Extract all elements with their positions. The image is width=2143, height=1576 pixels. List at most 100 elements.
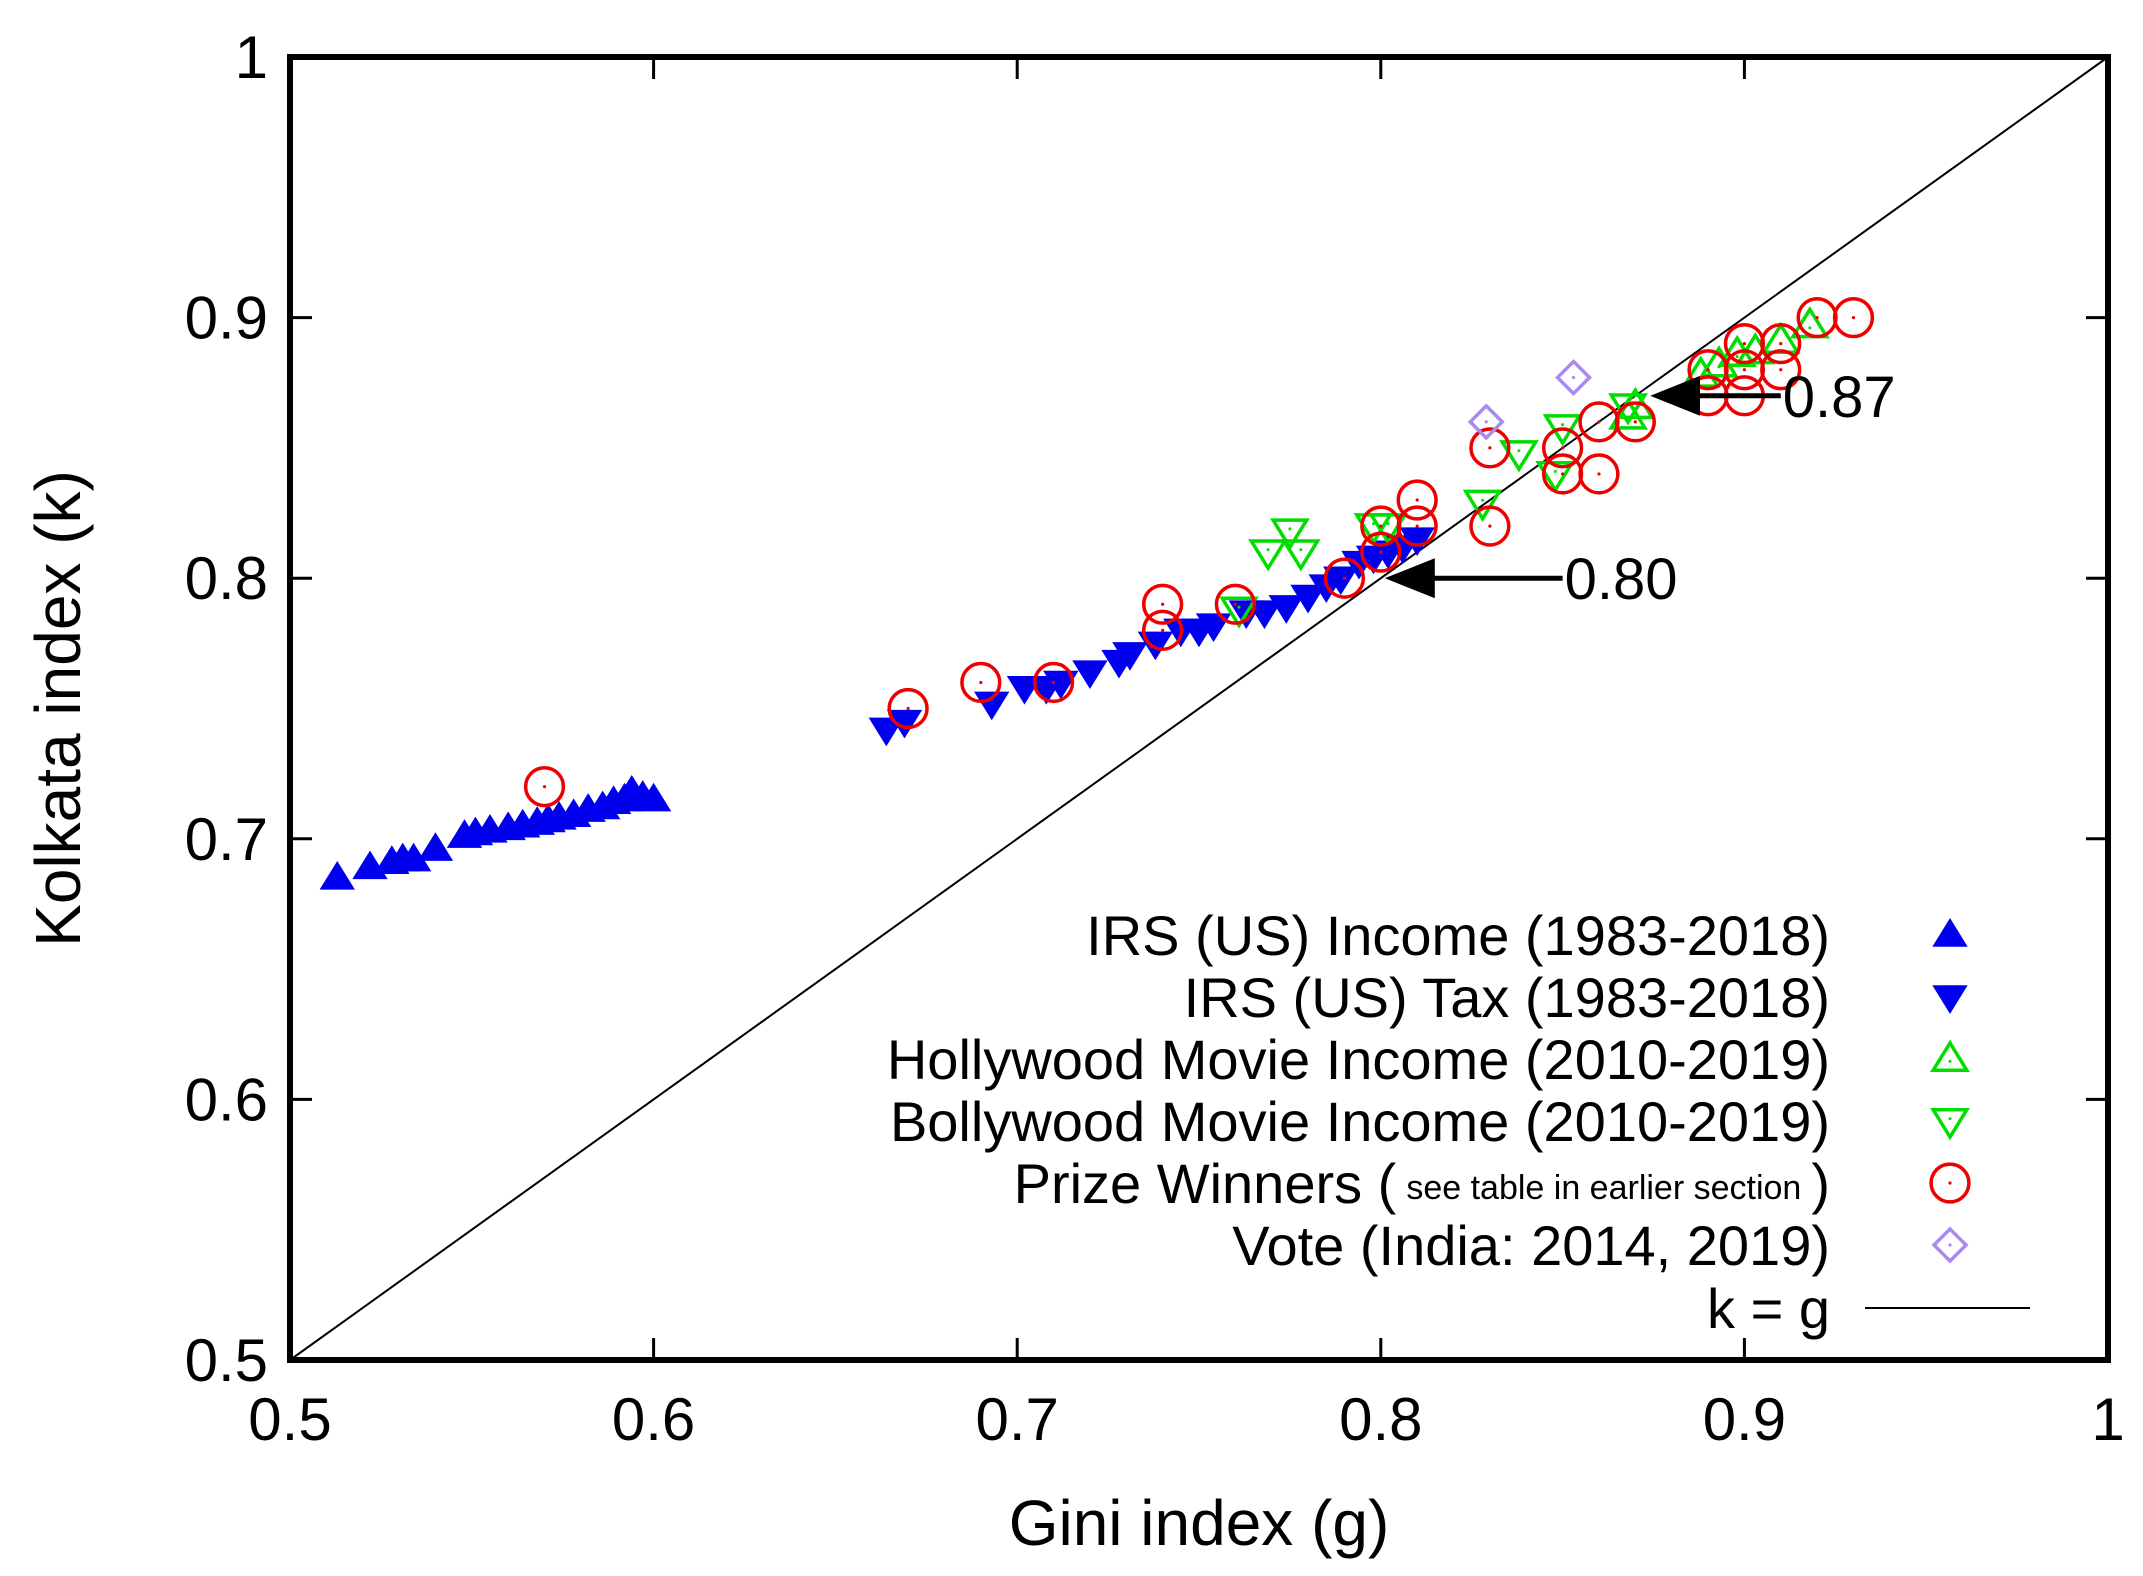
x-tick-label: 0.6 <box>612 1386 695 1453</box>
legend-label: Vote (India: 2014, 2019) <box>1232 1214 1830 1277</box>
point-prize <box>1141 609 1184 651</box>
point-irs_tax <box>1290 584 1326 614</box>
legend-swatch <box>1931 1226 1969 1264</box>
y-tick-label: 0.5 <box>185 1327 268 1394</box>
point-prize-dot <box>1742 368 1746 372</box>
y-tick-label: 0.8 <box>185 545 268 612</box>
axes-group: 0.5 0.6 0.7 0.8 0.9 1 0.5 0.6 0.7 0.8 0.9 1 <box>185 24 2125 1453</box>
legend-item-prize: Prize Winners (see table in earlier sect… <box>1014 1152 1971 1215</box>
annotation-label: 0.80 <box>1565 547 1678 612</box>
legend-item-hollywood: Hollywood Movie Income (2010-2019) <box>887 1028 1970 1091</box>
point-prize-dot <box>906 706 910 711</box>
series-irs_income <box>319 774 672 890</box>
legend-swatch <box>1930 1108 1970 1141</box>
point-prize-dot <box>1633 420 1637 424</box>
legend-swatch-dot <box>1948 1243 1952 1247</box>
legend-label: IRS (US) Tax (1983-2018) <box>1184 966 1830 1029</box>
point-prize-dot <box>1379 524 1383 528</box>
point-bollywood <box>1248 539 1289 572</box>
point-prize <box>1469 505 1511 547</box>
x-tick-label: 0.8 <box>1339 1386 1422 1453</box>
point-prize-dot <box>1561 446 1565 450</box>
y-axis-label: Kolkata index (k) <box>22 470 94 947</box>
point-prize-dot <box>1161 628 1165 632</box>
x-axis-label: Gini index (g) <box>1009 1487 1390 1559</box>
annotations-group: 0.80 0.87 <box>1384 365 1896 612</box>
point-hollywood-dot <box>1735 354 1739 358</box>
point-bollywood-dot <box>1237 605 1241 609</box>
point-bollywood <box>1219 596 1259 629</box>
legend-swatch-dot <box>1948 1059 1952 1063</box>
point-irs_tax <box>1072 660 1108 689</box>
point-irs_income <box>319 860 355 890</box>
point-prize <box>1032 661 1075 704</box>
point-irs_tax <box>868 717 905 747</box>
plot-frame <box>287 54 2111 1363</box>
point-vote <box>1555 359 1592 397</box>
legend-swatch-dot <box>1948 1117 1952 1121</box>
point-prize <box>1760 349 1802 391</box>
y-tick-label: 0.7 <box>185 806 268 873</box>
point-prize <box>1396 505 1438 547</box>
legend-swatch <box>1932 985 1968 1014</box>
point-prize <box>523 766 566 808</box>
point-prize-dot <box>1561 472 1565 476</box>
point-prize-dot <box>1233 602 1237 606</box>
point-prize-dot <box>1342 576 1347 580</box>
legend: IRS (US) Income (1983-2018)IRS (US) Tax … <box>887 904 2030 1340</box>
point-prize-dot <box>542 785 547 789</box>
point-bollywood <box>1280 539 1321 572</box>
point-prize <box>960 661 1002 704</box>
point-prize-dot <box>979 680 983 685</box>
point-bollywood-dot <box>1553 470 1557 474</box>
legend-label: Bollywood Movie Income (2010-2019) <box>890 1090 1830 1153</box>
series-prize <box>523 296 1875 808</box>
point-prize <box>887 687 929 730</box>
point-irs_tax <box>1246 600 1283 630</box>
point-irs_income <box>635 782 672 812</box>
legend-swatch-dot <box>1948 1181 1952 1185</box>
point-prize <box>1614 401 1656 443</box>
legend-label: Prize Winners (see table in earlier sect… <box>1014 1152 1830 1215</box>
point-prize <box>1541 427 1584 469</box>
series-vote <box>1467 359 1592 441</box>
legend-item-bollywood: Bollywood Movie Income (2010-2019) <box>890 1090 1970 1153</box>
point-prize-dot <box>1851 316 1856 320</box>
legend-item-irs_tax: IRS (US) Tax (1983-2018) <box>1184 966 1968 1029</box>
annotation-label: 0.87 <box>1783 365 1896 430</box>
point-hollywood-dot <box>1808 326 1812 330</box>
legend-item-irs_income: IRS (US) Income (1983-2018) <box>1086 904 1968 967</box>
data-points-group <box>319 296 1875 890</box>
point-prize-dot <box>1597 472 1601 476</box>
point-irs_tax <box>1006 675 1043 705</box>
point-prize <box>1141 583 1184 625</box>
legend-swatch <box>1932 918 1968 947</box>
point-bollywood-dot <box>1561 423 1565 427</box>
legend-label: Hollywood Movie Income (2010-2019) <box>887 1028 1830 1091</box>
point-vote <box>1467 403 1505 441</box>
point-prize <box>1396 479 1438 521</box>
point-irs_tax <box>1195 613 1232 643</box>
point-prize-dot <box>1779 342 1783 346</box>
y-tick-label: 0.6 <box>185 1066 268 1133</box>
point-irs_tax <box>1043 670 1079 700</box>
point-bollywood <box>1535 461 1576 494</box>
legend-item-kg: k = g <box>1707 1277 2030 1340</box>
x-tick-label: 0.9 <box>1703 1386 1786 1453</box>
legend-label: k = g <box>1707 1277 1830 1340</box>
x-tick-label: 0.7 <box>975 1386 1058 1453</box>
point-prize-dot <box>1815 316 1819 320</box>
point-irs_tax <box>1112 642 1148 671</box>
point-bollywood-dot <box>1266 548 1270 552</box>
point-bollywood-dot <box>1481 498 1485 502</box>
point-bollywood <box>1499 440 1539 473</box>
point-prize-dot <box>1415 524 1419 528</box>
point-bollywood <box>1269 518 1310 551</box>
point-prize-dot <box>1742 342 1746 346</box>
point-prize-dot <box>1161 602 1165 606</box>
point-bollywood-dot <box>1299 548 1303 552</box>
point-vote-dot <box>1571 375 1576 380</box>
point-prize <box>1469 427 1511 469</box>
point-prize-dot <box>1488 524 1492 528</box>
legend-label: IRS (US) Income (1983-2018) <box>1086 904 1830 967</box>
